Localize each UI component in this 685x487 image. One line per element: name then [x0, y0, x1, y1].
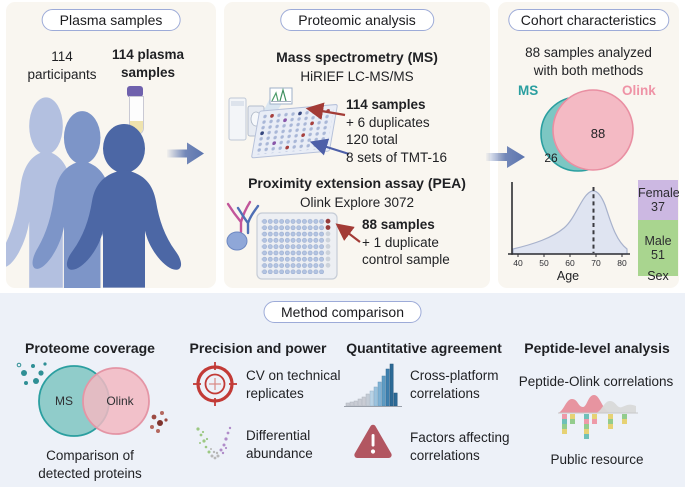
- coverage-caption-line1: Comparison of: [46, 448, 134, 463]
- participants-silhouettes-icon: [6, 97, 182, 288]
- plasma-count-line2: samples: [120, 64, 176, 80]
- peptide-analysis-title: Peptide-level analysis: [524, 340, 670, 356]
- participants-count-word: participants: [27, 66, 97, 82]
- plasma-samples-count: 114 plasma samples: [104, 46, 192, 81]
- age-tick-50: 50: [539, 258, 549, 268]
- female-label: Female: [638, 186, 679, 200]
- factors-line1: Factors affecting: [410, 430, 510, 445]
- participants-count: 114 participants: [16, 48, 108, 83]
- cohort-subtitle-line1: 88 samples analyzed: [525, 45, 652, 60]
- male-label: Male: [644, 234, 672, 248]
- venn-ms-only-count: 26: [544, 151, 558, 165]
- proteome-coverage-title: Proteome coverage: [25, 340, 155, 356]
- da-text-line2: abundance: [246, 445, 313, 461]
- cross-platform-text: Cross-platform correlations: [410, 367, 499, 402]
- pea-subheading: Olink Explore 3072: [299, 195, 415, 210]
- quantitative-agreement-title: Quantitative agreement: [346, 340, 502, 356]
- panel-proteomic-analysis: Proteomic analysis Mass spectrometry (MS…: [224, 2, 490, 288]
- flow-arrow-1-icon: [167, 142, 204, 165]
- cross-platform-line1: Cross-platform: [410, 368, 499, 383]
- proteomic-analysis-pill-label: Proteomic analysis: [298, 12, 416, 28]
- cv-target-icon: [193, 362, 237, 406]
- olink-plate-icon: [256, 212, 338, 280]
- sex-bar-male: Male 51: [638, 220, 678, 276]
- samples-venn-diagram: 88 26: [540, 89, 634, 172]
- cv-text-line2: replicates: [246, 385, 304, 401]
- venn-overlap-count: 88: [591, 126, 605, 141]
- tmt-sets-arrow-icon: [309, 138, 350, 156]
- public-resource-text: Public resource: [550, 452, 644, 467]
- pea-antibody-icon: [226, 200, 260, 251]
- panel-plasma-samples: Plasma samples 114 participants 114 plas…: [6, 2, 216, 288]
- volcano-plot-icon: [196, 426, 232, 460]
- pea-duplicate-line1: + 1 duplicate: [362, 234, 439, 250]
- proteins-venn-icon: MS Olink: [16, 362, 168, 437]
- venn-olink-label: Olink: [622, 83, 656, 98]
- female-count: 37: [651, 200, 665, 214]
- plasma-tube-icon: [126, 86, 144, 135]
- correlation-histogram-icon: [344, 363, 402, 407]
- proteomic-analysis-pill: Proteomic analysis: [280, 9, 434, 31]
- cross-platform-line2: correlations: [410, 385, 480, 401]
- cohort-characteristics-pill: Cohort characteristics: [507, 9, 670, 31]
- sex-axis-label: Sex: [647, 269, 669, 283]
- age-tick-60: 60: [565, 258, 575, 268]
- age-tick-40: 40: [513, 258, 523, 268]
- peptide-olink-correlations-text: Peptide-Olink correlations: [518, 374, 674, 389]
- coverage-caption-line2: detected proteins: [38, 465, 142, 481]
- pea-count: 88 samples: [362, 217, 435, 232]
- age-axis-label: Age: [556, 269, 580, 283]
- venn-ms-label: MS: [518, 83, 539, 98]
- ms-tmt-sets: 8 sets of TMT-16: [346, 149, 448, 165]
- ms-count: 114 samples: [346, 97, 426, 112]
- ms-samples-arrow-icon: [305, 102, 346, 120]
- plasma-samples-pill-label: Plasma samples: [59, 12, 163, 28]
- age-tick-80: 80: [617, 258, 627, 268]
- ms-total: 120 total: [346, 132, 398, 148]
- cohort-subtitle: 88 samples analyzed with both methods: [498, 44, 679, 79]
- age-distribution-chart: 40 50 60 70 80: [508, 182, 630, 268]
- da-text-line1: Differential: [246, 428, 311, 443]
- ms-subheading: HiRIEF LC-MS/MS: [300, 69, 414, 84]
- male-count: 51: [651, 248, 665, 262]
- ms-heading: Mass spectrometry (MS): [276, 49, 438, 65]
- proteome-coverage-caption: Comparison of detected proteins: [4, 447, 176, 482]
- factors-affecting-text: Factors affecting correlations: [410, 429, 510, 464]
- panel-cohort-characteristics: Cohort characteristics 88 samples analyz…: [498, 2, 679, 288]
- cv-replicates-text: CV on technical replicates: [246, 367, 341, 402]
- cohort-characteristics-pill-label: Cohort characteristics: [520, 12, 657, 28]
- flow-arrow-2-icon: [486, 146, 525, 168]
- warning-triangle-icon: [354, 424, 392, 458]
- plasma-samples-pill: Plasma samples: [41, 9, 181, 31]
- cv-text-line1: CV on technical: [246, 368, 341, 383]
- pea-duplicate-line2: control sample: [362, 252, 450, 268]
- pea-sample-annotation: 88 samples + 1 duplicate control sample: [362, 216, 450, 269]
- factors-line2: correlations: [410, 447, 480, 463]
- mass-spectrometer-icon: [228, 87, 293, 141]
- cohort-subtitle-line2: with both methods: [533, 62, 644, 78]
- coverage-venn-ms-label: MS: [55, 394, 73, 408]
- method-comparison-pill-label: Method comparison: [281, 304, 404, 320]
- coverage-venn-olink-label: Olink: [106, 394, 134, 408]
- sex-bar-female: Female 37: [638, 180, 679, 220]
- pea-heading: Proximity extension assay (PEA): [248, 175, 466, 191]
- peptide-coverage-icon: [558, 395, 638, 439]
- precision-power-title: Precision and power: [189, 340, 327, 356]
- age-tick-70: 70: [591, 258, 601, 268]
- differential-abundance-text: Differential abundance: [246, 427, 313, 462]
- ms-duplicates: + 6 duplicates: [346, 114, 430, 130]
- panel-method-comparison: Method comparison Proteome coverage MS O…: [0, 293, 685, 487]
- plasma-count-line1: 114 plasma: [111, 47, 185, 62]
- participants-count-number: 114: [51, 49, 73, 64]
- ms-sample-annotation: 114 samples + 6 duplicates 120 total 8 s…: [346, 96, 447, 166]
- method-comparison-pill: Method comparison: [263, 301, 422, 323]
- pea-samples-arrow-icon: [335, 223, 361, 243]
